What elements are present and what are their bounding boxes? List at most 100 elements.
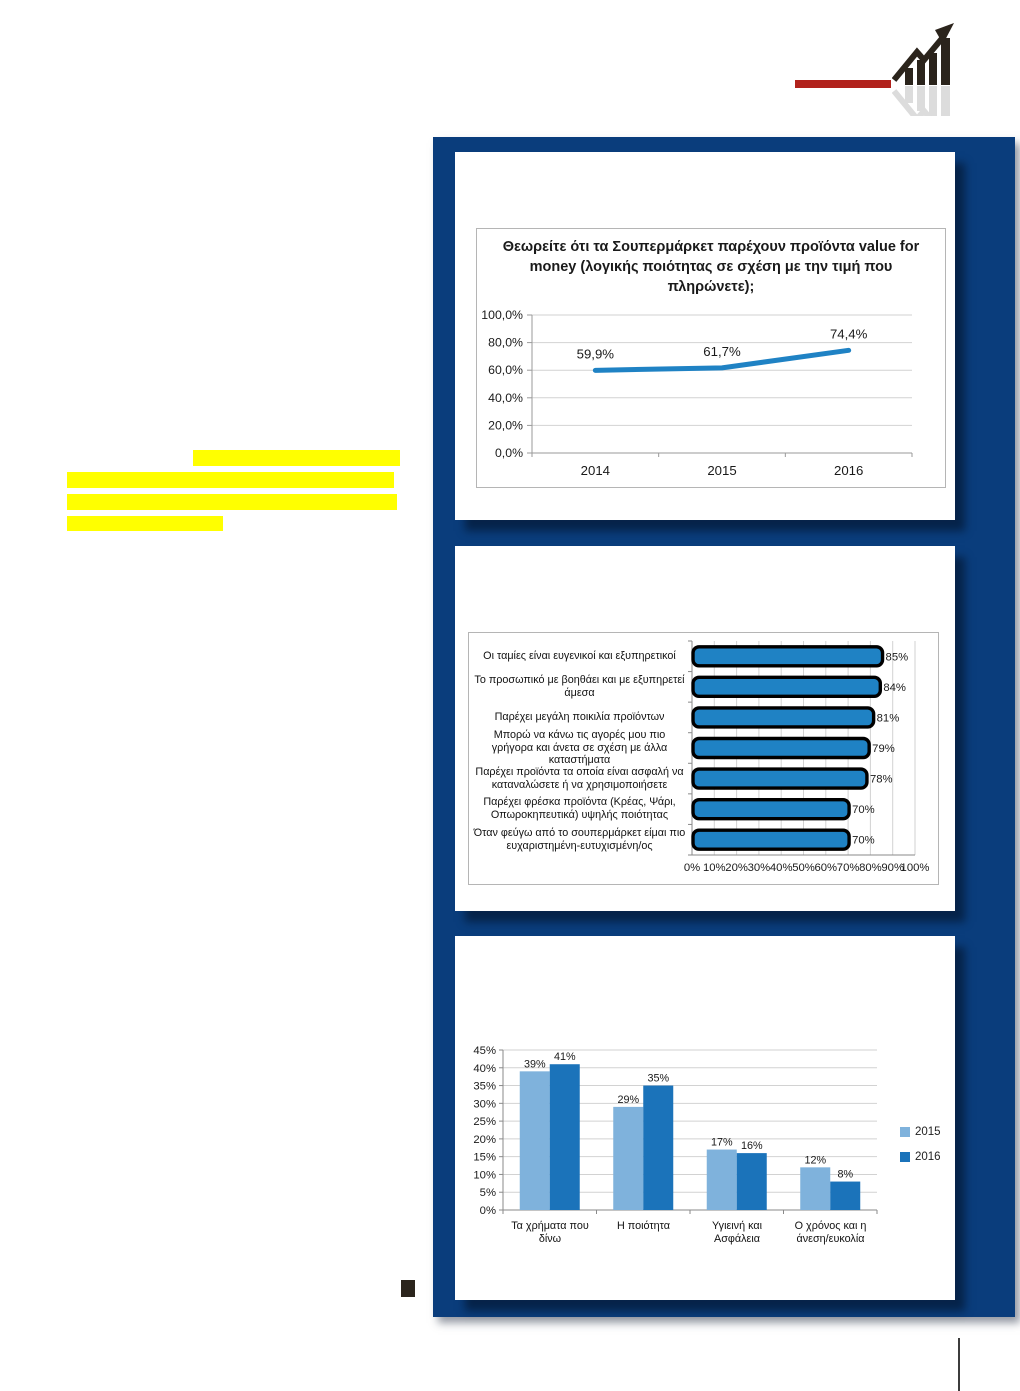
vbar-2016 [830, 1181, 861, 1210]
group-category-label: Ο χρόνος και η άνεση/ευκολία [794, 1220, 867, 1245]
highlight-bar [67, 494, 397, 510]
vbar-2016 [643, 1085, 674, 1210]
bullet-square [401, 1280, 415, 1297]
hbar [691, 736, 871, 760]
chart-text: 10% [473, 1169, 496, 1181]
bar-category-label: Παρέχει φρέσκα προϊόντα (Κρέας, Ψάρι, Οπ… [483, 796, 676, 822]
chart-text: 20% [725, 862, 748, 874]
bar-category-label: Οι ταμίες είναι ευγενικοί και εξυπηρετικ… [483, 649, 676, 662]
chart-text: 61,7% [703, 344, 741, 359]
bar-category-label: Όταν φεύγω από το σουπερμάρκετ είμαι πιο… [473, 826, 686, 852]
chart-text: 80,0% [488, 336, 523, 350]
chart-text: 80% [859, 862, 882, 874]
chart-text: 84% [883, 682, 906, 694]
chart-text: 39% [524, 1058, 546, 1070]
chart-text: 90% [881, 862, 904, 874]
chart-text: 35% [473, 1081, 496, 1093]
chart-text: 70% [852, 835, 875, 847]
chart-text: 30% [473, 1098, 496, 1110]
vbar-2015 [519, 1071, 550, 1210]
hbar-chart-frame: 0% 10% 20% 30% 40% 50% 60% 70% 80% 90% 100% 85% 84% 8… [468, 632, 939, 885]
chart-text: 79% [872, 743, 895, 755]
chart-text: 60,0% [488, 363, 523, 377]
legend-swatch-icon [900, 1152, 910, 1162]
bar-category-label: Παρέχει μεγάλη ποικιλία προϊόντων [494, 711, 665, 724]
logo-reflection [892, 86, 950, 116]
chart-text: 81% [877, 712, 900, 724]
footer-rule [958, 1338, 960, 1391]
hbar [691, 645, 885, 668]
chart-text: 0% [480, 1205, 496, 1217]
chart-text: 16% [741, 1140, 763, 1152]
priorities-chart-card: 0% 5% 10% 15% 20% 25% 30% 35% 40% 45% 39% 29% 17% 12%… [455, 936, 955, 1300]
chart-text: 20% [473, 1134, 496, 1146]
hbar [691, 767, 869, 790]
rising-bar-chart-arrow-icon [892, 23, 954, 116]
hbar [691, 706, 876, 729]
highlight-bar [193, 450, 400, 466]
chart-text: 40% [770, 862, 793, 874]
chart-text: 70% [837, 862, 860, 874]
company-logo [790, 18, 985, 123]
chart-text: 78% [870, 774, 893, 786]
chart-text: 29% [617, 1094, 639, 1106]
chart-text: 100% [901, 862, 930, 874]
hbar [691, 675, 883, 699]
line-chart-frame: Θεωρείτε ότι τα Σουπερμάρκετ παρέχουν πρ… [476, 228, 946, 488]
chart-text: 41% [554, 1051, 576, 1063]
vbar-2016 [549, 1064, 580, 1210]
priorities-grouped-bar-chart: 0% 5% 10% 15% 20% 25% 30% 35% 40% 45% 39% 29% 17% 12%… [473, 1045, 878, 1217]
vbar-2015 [613, 1106, 644, 1210]
figure-panel: Θεωρείτε ότι τα Σουπερμάρκετ παρέχουν πρ… [433, 137, 1015, 1317]
chart-text: 15% [473, 1152, 496, 1164]
vbar-2015 [800, 1167, 831, 1210]
logo-red-underline [795, 80, 891, 88]
group-category-label: Τα χρήματα που δίνω [511, 1220, 589, 1245]
legend-label: 2016 [915, 1151, 941, 1163]
chart-text: 5% [480, 1187, 496, 1199]
bar-category-label: Το προσωπικό με βοηθάει και με εξυπηρετε… [474, 674, 685, 699]
chart-text: 10% [703, 862, 726, 874]
chart-text: 12% [804, 1154, 826, 1166]
chart-text: 40% [473, 1063, 496, 1075]
legend-entry: 2015 [900, 1126, 941, 1138]
chart-text: 60% [814, 862, 837, 874]
legend-swatch-icon [900, 1127, 910, 1137]
chart-text: 20,0% [488, 418, 523, 432]
hbar [691, 828, 851, 851]
chart-text: 59,9% [577, 346, 615, 361]
value-for-money-chart-card: Θεωρείτε ότι τα Σουπερμάρκετ παρέχουν πρ… [455, 152, 955, 520]
chart-text: 17% [711, 1137, 733, 1149]
chart-text: 8% [837, 1169, 853, 1181]
highlight-bar [67, 472, 394, 488]
satisfaction-statements-chart-card: 0% 10% 20% 30% 40% 50% 60% 70% 80% 90% 100% 85% 84% 8… [455, 546, 955, 911]
bar-category-label: Παρέχει προϊόντα τα οποία είναι ασφαλή ν… [475, 765, 684, 791]
chart-text: 70% [852, 804, 875, 816]
legend-label: 2015 [915, 1126, 941, 1138]
chart-text: 25% [473, 1116, 496, 1128]
chart-text: 2014 [581, 463, 610, 478]
vbar-2015 [706, 1149, 737, 1210]
chart-text: 0,0% [495, 446, 523, 460]
chart-text: 45% [473, 1045, 496, 1057]
chart-text: 74,4% [830, 326, 868, 341]
legend-entry: 2016 [900, 1151, 941, 1163]
hbar [691, 797, 851, 821]
statements-horizontal-bar-chart: 0% 10% 20% 30% 40% 50% 60% 70% 80% 90%100%85%84%8… [684, 640, 930, 874]
chart-title: Θεωρείτε ότι τα Σουπερμάρκετ παρέχουν πρ… [502, 239, 920, 295]
chart-text: 2015 [707, 463, 736, 478]
group-category-label: Η ποιότητα [617, 1220, 670, 1232]
value-for-money-line-chart: 0,0% 20,0% 40,0% 60,0% 80,0% 100,0% 59,9% 61,7%… [481, 308, 913, 478]
vbar-2016 [736, 1153, 767, 1210]
chart-text: 50% [792, 862, 815, 874]
chart-text: 100,0% [481, 308, 523, 322]
highlight-bar [67, 516, 223, 531]
group-category-label: Υγιεινή και Ασφάλεια [711, 1220, 762, 1245]
chart-text: 30% [748, 862, 771, 874]
chart-text: 85% [886, 651, 909, 663]
chart-text: 0% [684, 862, 700, 874]
chart-text: 40,0% [488, 391, 523, 405]
chart-text: 35% [647, 1073, 669, 1085]
bar-category-label: Μπορώ να κάνω τις αγορές μου πιο γρήγορα… [491, 728, 668, 767]
